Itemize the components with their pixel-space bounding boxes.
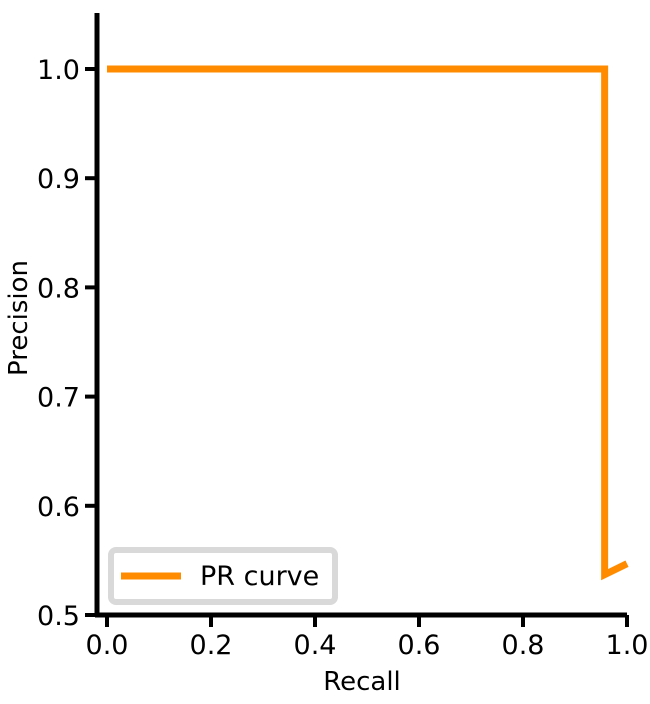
y-tick-label: 1.0 [37,55,80,86]
series-layer [107,65,629,581]
ticks-layer: 0.0 0.2 0.4 0.6 0.8 1.0 0.5 0.6 0.7 0.8 0.9 1.0 [37,55,648,661]
y-axis-title: Precision [4,260,34,376]
y-tick-label: 0.6 [37,492,80,523]
y-tick-label: 0.9 [37,164,80,195]
x-tick-label: 0.8 [502,630,545,661]
x-tick-label: 0.2 [190,630,233,661]
y-tick-label: 0.8 [37,273,80,304]
x-tick-label: 0.0 [86,630,129,661]
axes-layer [94,13,627,618]
legend-box [108,547,338,605]
x-axis-title: Recall [323,667,401,697]
legend-label: PR curve [200,561,319,592]
legend: PR curve [108,547,338,605]
y-tick-label: 0.5 [37,601,80,632]
x-tick-label: 0.4 [294,630,337,661]
y-tick-label: 0.7 [37,383,80,414]
x-tick-label: 1.0 [606,630,649,661]
pr-curve-line [107,65,629,581]
x-tick-label: 0.6 [398,630,441,661]
